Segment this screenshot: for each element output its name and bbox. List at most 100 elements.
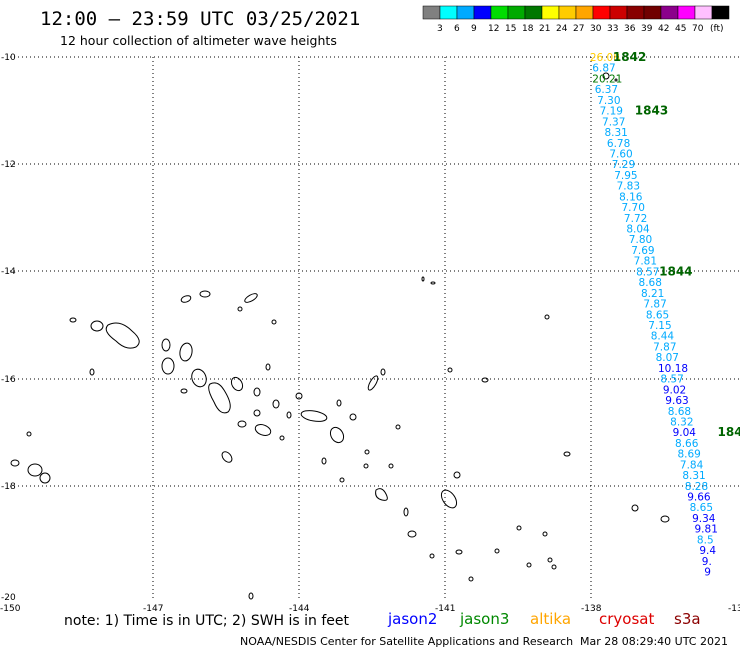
colorbar-swatch	[541, 5, 560, 20]
wave-height-label: 9.02	[663, 384, 686, 396]
wave-height-label: 20.21	[592, 73, 622, 85]
colorbar-tick-label: 3	[437, 24, 443, 34]
wave-height-label: 7.19	[600, 106, 623, 118]
wave-height-label: 9	[704, 567, 711, 579]
legend-s3a: s3a	[674, 610, 701, 628]
wave-height-label: 9.	[702, 556, 712, 568]
wave-height-label: 8.28	[685, 481, 708, 493]
wave-height-label: 6.78	[607, 138, 630, 150]
footnote: note: 1) Time is in UTC; 2) SWH is in fe…	[64, 613, 350, 629]
y-tick-label: -10	[1, 53, 16, 63]
colorbar-legend: 3 6 9 12 15 18 21 24 27 30 33 36 39 42 45 70 (ft)	[422, 5, 730, 34]
colorbar-swatch	[677, 5, 696, 20]
x-tick-label: -13	[728, 604, 740, 614]
colorbar-tick-label: 9	[471, 24, 477, 34]
colorbar-swatch	[490, 5, 509, 20]
wave-height-label: 7.81	[634, 256, 657, 268]
pass-labels: 1842 1843 1844 184	[613, 50, 740, 439]
wave-height-label: 8.5	[697, 534, 714, 546]
wave-height-label: 8.16	[619, 191, 643, 203]
colorbar-swatch	[439, 5, 458, 20]
colorbar-tick-label: 42	[658, 24, 669, 34]
map-title: 12:00 – 23:59 UTC 03/25/2021	[40, 8, 360, 30]
y-tick-label: -14	[1, 267, 16, 277]
wave-height-label: 8.68	[639, 277, 662, 289]
wave-height-label: 7.70	[622, 202, 645, 214]
wave-height-label: 8.68	[668, 406, 691, 418]
colorbar-tick-label: 27	[573, 24, 584, 34]
wave-height-label: 8.31	[682, 470, 705, 482]
colorbar-tick-label: 21	[539, 24, 550, 34]
colorbar-swatch	[609, 5, 628, 20]
wave-height-label: 7.80	[629, 234, 652, 246]
colorbar-swatch	[626, 5, 645, 20]
wave-height-label: 9.63	[665, 395, 688, 407]
x-tick-label: -138	[581, 604, 602, 614]
colorbar-tick-label: 6	[454, 24, 460, 34]
satellite-legend: jason2 jason3 altika cryosat s3a	[387, 610, 701, 628]
colorbar-swatch	[575, 5, 594, 20]
wave-height-label: 9.34	[692, 513, 716, 525]
legend-cryosat: cryosat	[599, 610, 654, 628]
x-tick-label: -141	[435, 604, 455, 614]
colorbar-swatch	[422, 5, 441, 20]
wave-height-label: 8.21	[641, 288, 664, 300]
wave-height-label: 8.04	[626, 224, 650, 236]
x-tick-label: -150	[0, 604, 21, 614]
wave-height-label: 8.66	[675, 438, 699, 450]
x-tick-label: -147	[143, 604, 163, 614]
wave-height-label: 7.83	[617, 181, 640, 193]
wave-height-label: 9.81	[695, 524, 718, 536]
colorbar-tick-label: 39	[641, 24, 653, 34]
lat-lon-grid	[10, 56, 740, 600]
wave-height-label: 7.84	[680, 459, 704, 471]
colorbar-tick-label: 18	[522, 24, 534, 34]
wave-height-label: 26.08	[590, 52, 620, 64]
y-tick-label: -12	[1, 160, 16, 170]
colorbar-swatch	[592, 5, 611, 20]
colorbar-unit-label: (ft)	[710, 24, 724, 34]
wave-height-label: 8.65	[690, 502, 713, 514]
wave-height-label: 8.31	[604, 127, 627, 139]
colorbar-tick-label: 15	[505, 24, 516, 34]
colorbar-swatch	[456, 5, 475, 20]
wave-height-label: 6.37	[595, 84, 618, 96]
colorbar-swatch	[524, 5, 543, 20]
timestamp: Mar 28 08:29:40 UTC 2021	[580, 635, 728, 648]
wave-height-label: 7.29	[612, 159, 635, 171]
wave-height-label: 9.66	[687, 492, 711, 504]
y-tick-label: -20	[1, 593, 16, 603]
wave-height-label: 8.65	[646, 309, 669, 321]
wave-height-label: 8.57	[636, 266, 659, 278]
wave-height-label: 7.87	[643, 299, 666, 311]
wave-height-label: 7.87	[653, 341, 676, 353]
colorbar-tick-label: 33	[607, 24, 618, 34]
wave-height-label: 6.87	[592, 63, 615, 75]
wave-height-label: 7.60	[609, 148, 632, 160]
altimeter-track: 26.086.8720.216.377.307.197.378.316.787.…	[590, 52, 718, 579]
wave-height-label: 7.15	[648, 320, 671, 332]
wave-height-label: 7.37	[602, 116, 625, 128]
wave-height-label: 9.4	[699, 545, 716, 557]
pass-number-label: 1843	[635, 104, 668, 118]
wave-height-label: 7.72	[624, 213, 647, 225]
pass-number-label: 1844	[659, 264, 692, 278]
colorbar-swatch	[473, 5, 492, 20]
colorbar-tick-label: 12	[488, 24, 499, 34]
colorbar-swatch	[660, 5, 679, 20]
colorbar-tick-label: 36	[624, 24, 636, 34]
wave-height-label: 7.30	[597, 95, 620, 107]
wave-height-label: 8.44	[651, 331, 675, 343]
wave-height-label: 8.32	[670, 416, 693, 428]
legend-altika: altika	[530, 610, 571, 628]
wave-height-label: 9.04	[673, 427, 697, 439]
colorbar-tick-label: 30	[590, 24, 602, 34]
wave-height-label: 10.18	[658, 363, 688, 375]
colorbar-swatch	[643, 5, 662, 20]
wave-height-label: 7.95	[614, 170, 637, 182]
island-outlines	[10, 72, 670, 600]
map-subtitle: 12 hour collection of altimeter wave hei…	[60, 33, 337, 48]
pass-number-label: 1842	[613, 50, 646, 64]
pass-number-label: 184	[718, 425, 740, 439]
